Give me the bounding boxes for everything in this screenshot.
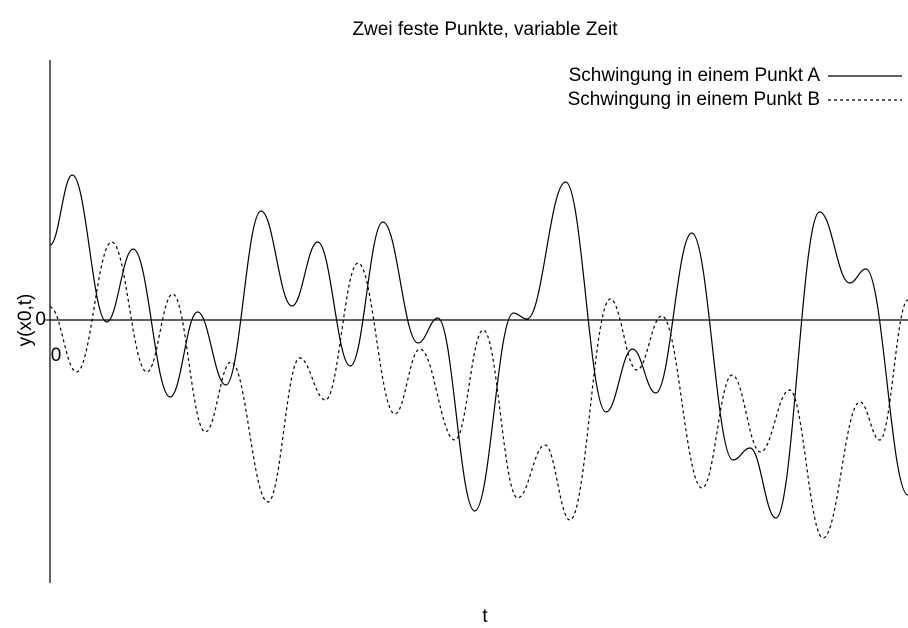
chart-title: Zwei feste Punkte, variable Zeit bbox=[352, 19, 618, 40]
legend-label: Schwingung in einem Punkt B bbox=[568, 89, 820, 110]
y-axis-label: y(x0,t) bbox=[15, 294, 36, 347]
legend-label: Schwingung in einem Punkt A bbox=[569, 65, 821, 86]
x-axis-label: t bbox=[482, 606, 488, 627]
x-tick-label: 0 bbox=[51, 345, 62, 366]
series-line bbox=[49, 174, 908, 519]
y-tick-label: 0 bbox=[35, 309, 46, 330]
series-line bbox=[49, 241, 908, 539]
